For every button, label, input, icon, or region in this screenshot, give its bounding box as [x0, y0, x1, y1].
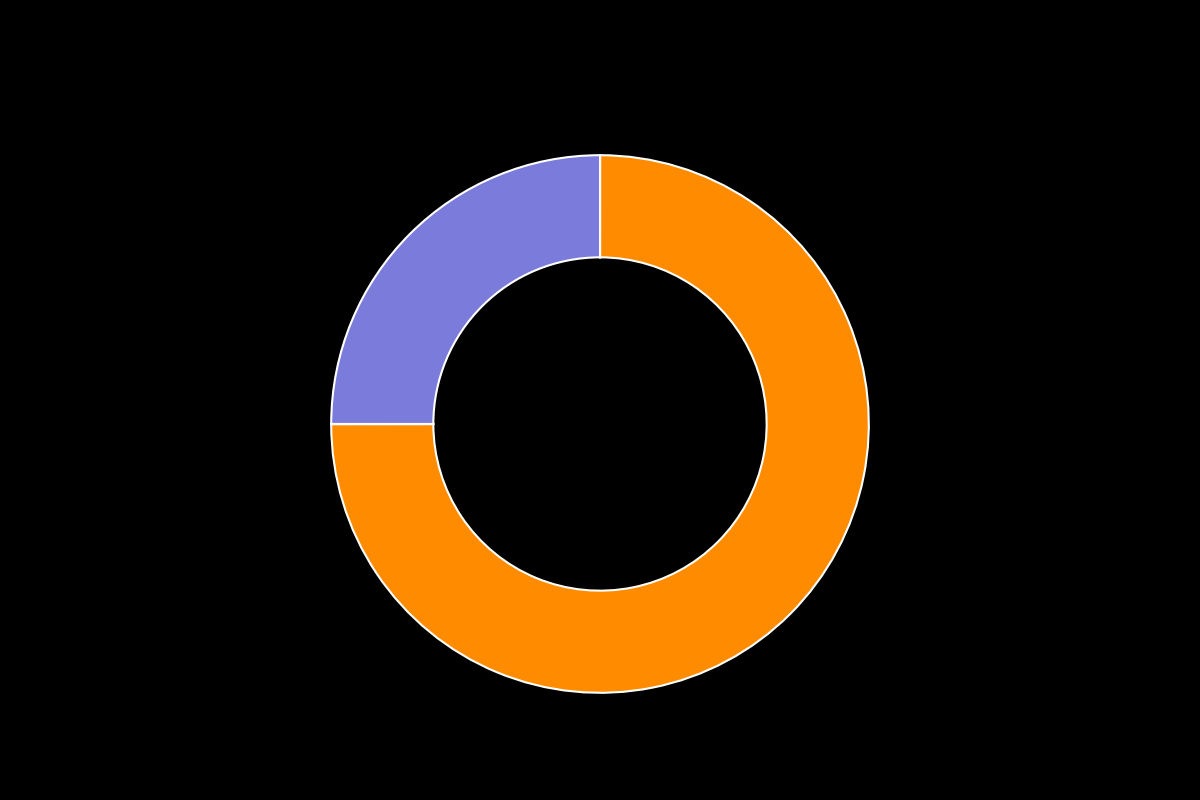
Wedge shape: [331, 155, 869, 693]
Wedge shape: [331, 155, 600, 424]
